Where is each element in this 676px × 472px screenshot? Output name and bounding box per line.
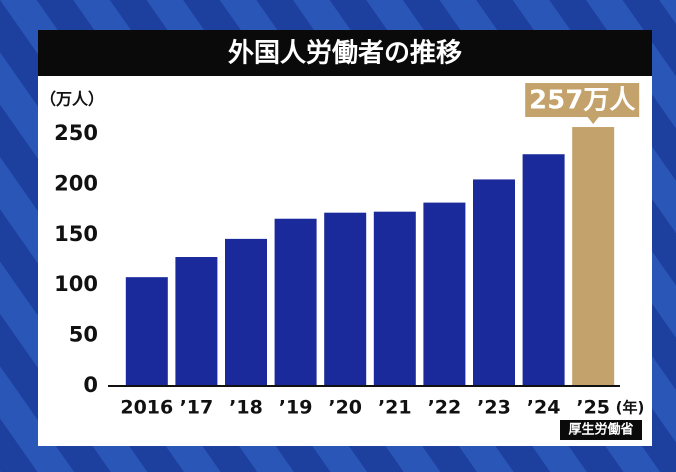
y-tick-label: 0 <box>83 373 98 397</box>
chart-title: 外国人労働者の推移 <box>228 39 462 69</box>
x-tick-label: ’25 <box>576 397 610 419</box>
x-tick-label: ’19 <box>279 397 313 419</box>
x-unit: (年) <box>616 399 645 417</box>
x-tick-label: ’22 <box>428 397 462 419</box>
bar <box>572 127 615 387</box>
value-label-box <box>525 83 640 118</box>
x-tick-label: 2016 <box>120 397 173 419</box>
bar <box>473 179 515 386</box>
y-tick-label: 150 <box>54 222 98 246</box>
title-bar <box>38 30 652 76</box>
bar <box>175 257 218 386</box>
bar <box>373 211 416 386</box>
x-tick-label: ’20 <box>328 397 362 419</box>
bar <box>274 218 317 386</box>
bar <box>225 238 267 386</box>
bar <box>423 202 466 386</box>
value-label-pointer <box>587 116 600 125</box>
x-tick-label: ’21 <box>378 397 412 419</box>
bar <box>125 277 168 386</box>
y-tick-label: 200 <box>54 171 98 195</box>
source: 厚生労働省 <box>568 422 633 438</box>
y-tick-label: 100 <box>54 272 98 296</box>
value-label: 257万人 <box>529 86 635 116</box>
x-tick-label: ’17 <box>180 397 214 419</box>
x-tick-label: ’24 <box>527 397 561 419</box>
x-tick-label: ’23 <box>477 397 511 419</box>
y-tick-label: 250 <box>54 121 98 145</box>
source-box <box>560 420 642 440</box>
y-tick-label: 50 <box>69 323 98 347</box>
y-axis-label: （万人） <box>40 90 104 109</box>
x-tick-label: ’18 <box>229 397 263 419</box>
bar <box>324 212 367 386</box>
bar <box>522 154 565 386</box>
